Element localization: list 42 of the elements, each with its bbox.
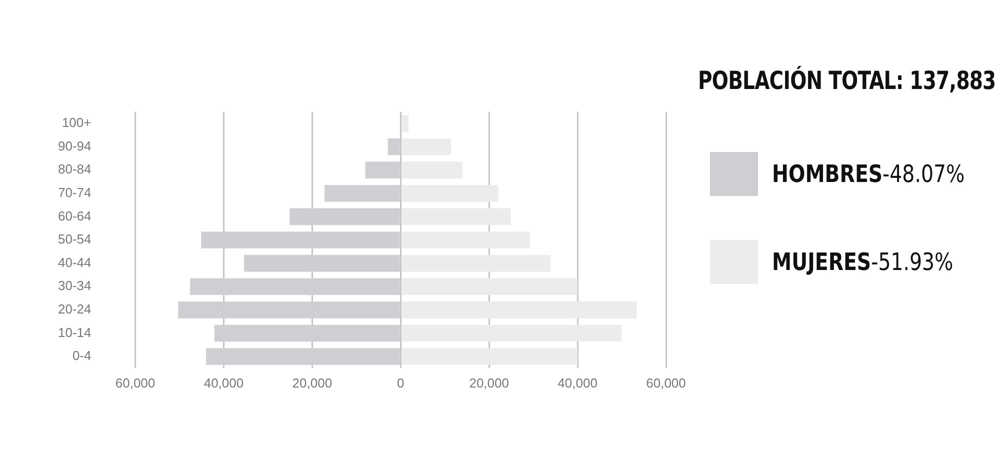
bar — [388, 138, 400, 156]
bar — [178, 302, 400, 318]
bar — [401, 348, 578, 365]
x-tick-label: 20,000 — [292, 376, 332, 391]
bar — [214, 324, 400, 342]
bar — [401, 232, 530, 248]
bar — [365, 162, 400, 178]
bar — [401, 324, 622, 342]
bar — [401, 254, 551, 272]
bar — [190, 278, 400, 296]
bar — [401, 115, 409, 132]
bar — [201, 232, 400, 248]
y-tick-label: 30-34 — [58, 278, 92, 294]
x-tick-label: 60,000 — [115, 376, 156, 391]
bar — [401, 302, 637, 318]
bar — [290, 208, 400, 226]
legend-label: HOMBRES — [772, 160, 883, 188]
bar — [401, 138, 452, 156]
x-tick-label: 60,000 — [646, 376, 686, 391]
bar — [401, 184, 498, 202]
bar — [401, 162, 463, 178]
y-tick-label: 70-74 — [58, 184, 92, 200]
x-tick-label: 20,000 — [469, 376, 509, 391]
y-tick-label: 80-84 — [58, 162, 92, 177]
bar — [324, 184, 400, 202]
y-tick-label: 10-14 — [58, 324, 92, 340]
bar — [401, 278, 578, 296]
y-tick-label: 90-94 — [58, 138, 92, 154]
y-tick-label: 60-64 — [58, 208, 92, 224]
y-tick-label: 50-54 — [58, 232, 92, 247]
x-tick-label: 40,000 — [558, 376, 598, 391]
legend-label: MUJERES — [772, 248, 872, 276]
bar — [244, 254, 400, 272]
bar — [401, 208, 511, 226]
x-tick-label: 40,000 — [204, 376, 244, 391]
x-tick-label: 0 — [397, 376, 404, 391]
y-tick-label: 0-4 — [72, 348, 92, 364]
text: POBLACIÓN TOTAL: 137,883 — [698, 66, 996, 95]
y-tick-label: 100+ — [62, 115, 92, 130]
bar — [206, 348, 400, 365]
y-tick-label: 20-24 — [58, 302, 92, 317]
y-tick-label: 40-44 — [58, 254, 92, 270]
